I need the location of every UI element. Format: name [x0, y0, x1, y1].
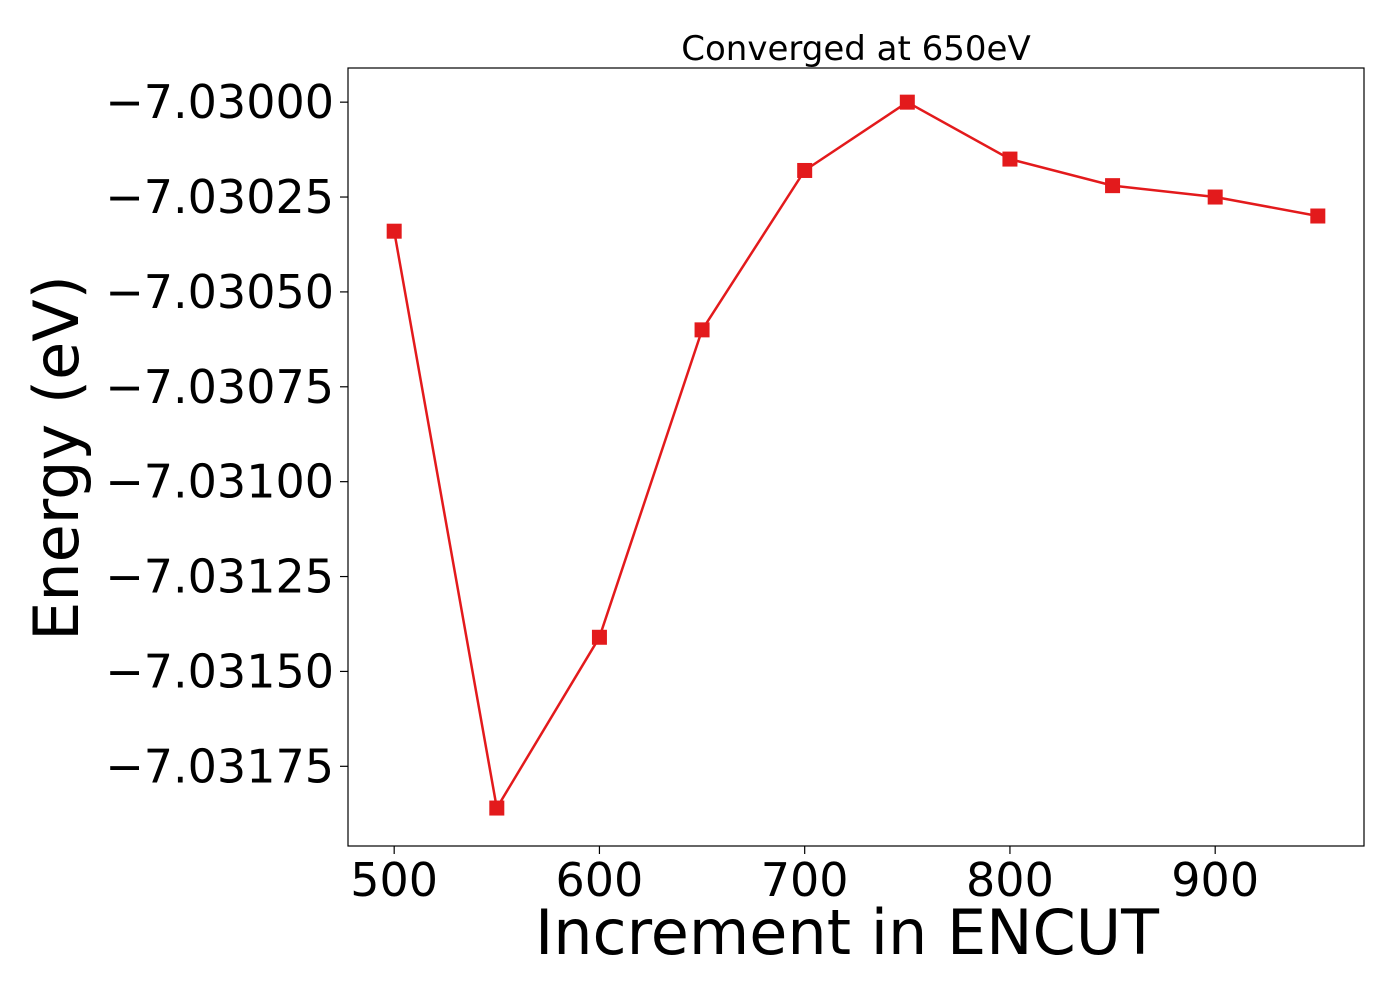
y-axis-title: Energy (eV): [20, 275, 93, 641]
data-point: [386, 223, 402, 239]
y-tick-label: −7.03050: [105, 265, 334, 319]
data-point: [797, 162, 813, 178]
data-point: [899, 94, 915, 110]
data-point: [694, 322, 710, 338]
x-tick-label: 600: [556, 853, 644, 907]
y-tick-label: −7.03175: [105, 739, 334, 793]
plot-area: [347, 67, 1365, 847]
data-point: [489, 800, 505, 816]
data-point: [1207, 189, 1223, 205]
x-tick-label: 800: [966, 853, 1054, 907]
x-axis: 500 600 700 800 900: [350, 846, 1259, 907]
y-tick-label: −7.03125: [105, 550, 334, 604]
data-point: [1002, 151, 1018, 167]
y-tick-label: −7.03025: [105, 170, 334, 224]
data-point: [1310, 208, 1326, 224]
x-tick-label: 500: [350, 853, 438, 907]
y-tick-label: −7.03075: [105, 360, 334, 414]
y-axis: −7.03000 −7.03025 −7.03050 −7.03075 −7.03100…: [105, 75, 348, 793]
x-tick-label: 900: [1171, 853, 1259, 907]
data-point: [1105, 178, 1121, 194]
y-tick-label: −7.03150: [105, 644, 334, 698]
data-point: [591, 629, 607, 645]
y-tick-label: −7.03000: [105, 75, 334, 129]
series-line: [392, 100, 1319, 812]
x-tick-label: 700: [761, 853, 849, 907]
x-axis-title: Increment in ENCUT: [535, 896, 1160, 969]
y-tick-label: −7.03100: [105, 455, 334, 509]
series-layer: [386, 94, 1326, 816]
chart-title: Converged at 650eV: [681, 29, 1030, 69]
